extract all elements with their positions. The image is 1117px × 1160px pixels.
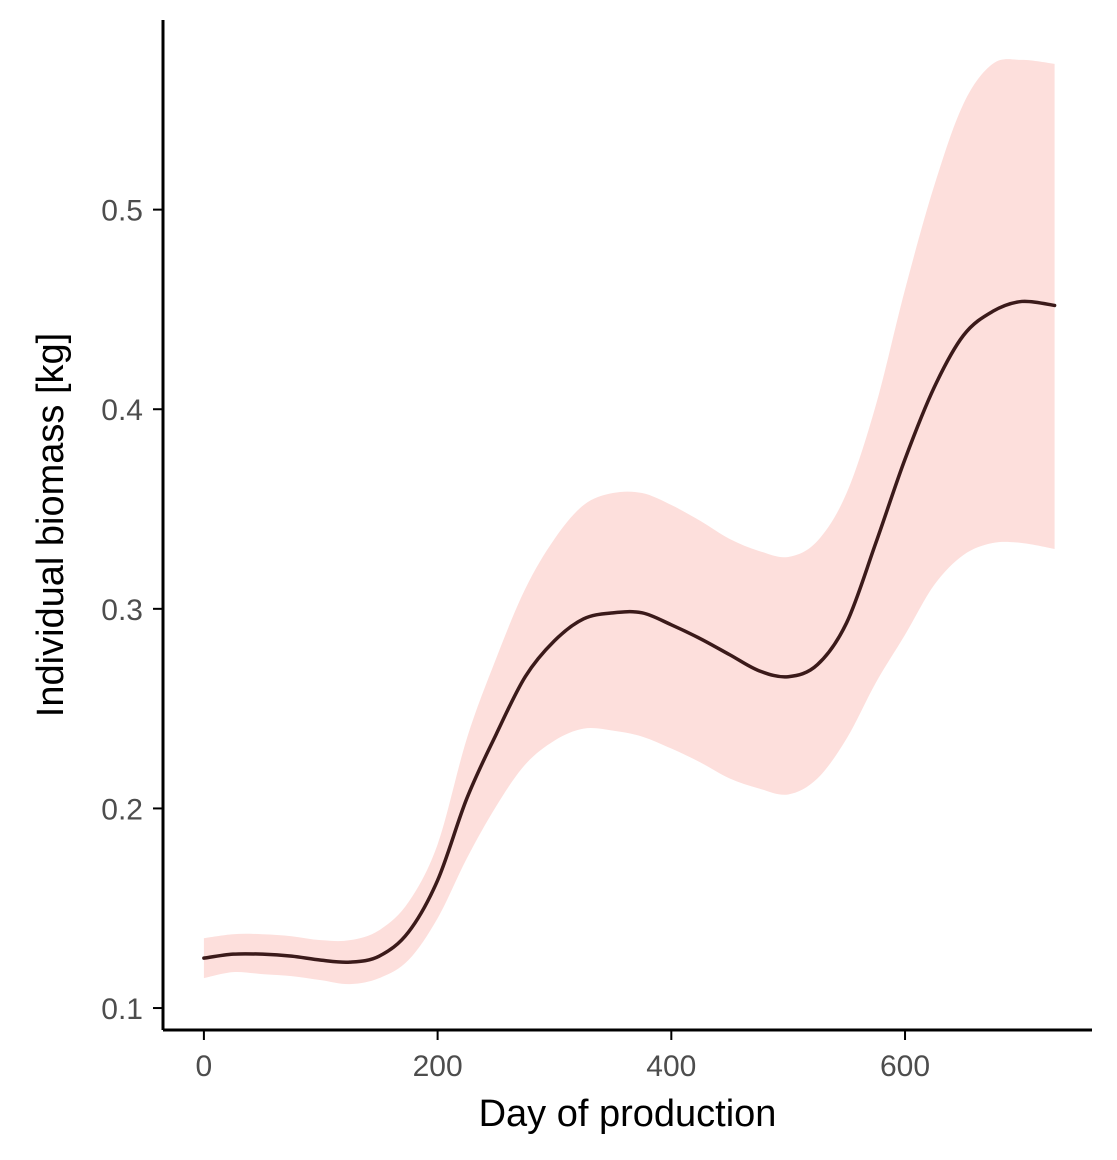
y-tick-label: 0.3 <box>101 594 143 627</box>
x-axis-title: Day of production <box>479 1093 777 1135</box>
x-tick-label: 0 <box>196 1050 213 1083</box>
y-tick-label: 0.2 <box>101 793 143 826</box>
x-tick-label: 400 <box>646 1050 696 1083</box>
confidence-band <box>203 59 1055 985</box>
x-axis: 0 200 400 600 <box>163 1028 1092 1083</box>
y-tick-label: 0.4 <box>101 394 143 427</box>
y-tick-label: 0.1 <box>101 993 143 1026</box>
x-tick-label: 600 <box>880 1050 930 1083</box>
plot-area <box>202 59 1057 985</box>
y-axis: 0.1 0.2 0.3 0.4 0.5 <box>101 20 165 1030</box>
x-tick-label: 200 <box>413 1050 463 1083</box>
trend-line <box>202 299 1057 965</box>
y-tick-label: 0.5 <box>101 195 143 228</box>
y-axis-title: Individual biomass [kg] <box>30 333 72 717</box>
